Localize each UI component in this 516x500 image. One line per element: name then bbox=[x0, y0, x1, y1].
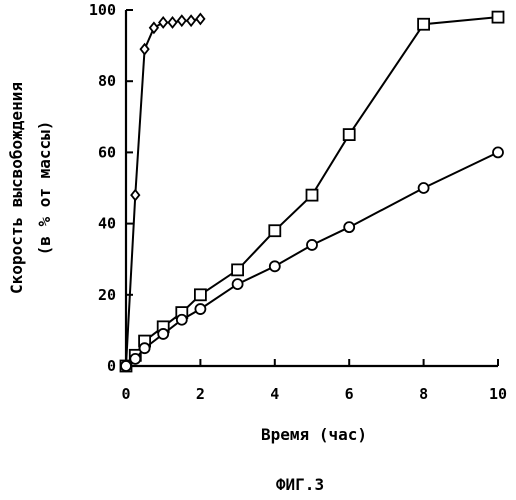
data-point-diamond bbox=[178, 16, 186, 26]
data-point-square bbox=[344, 129, 355, 140]
data-point-square bbox=[195, 289, 206, 300]
series-circle bbox=[121, 147, 503, 371]
data-point-diamond bbox=[159, 17, 167, 27]
data-point-square bbox=[493, 12, 504, 23]
data-point-circle bbox=[177, 315, 187, 325]
data-point-square bbox=[418, 19, 429, 30]
data-point-diamond bbox=[169, 17, 177, 27]
data-point-circle bbox=[270, 261, 280, 271]
data-point-diamond bbox=[187, 16, 195, 26]
data-point-circle bbox=[493, 147, 503, 157]
x-tick-label: 2 bbox=[196, 385, 205, 403]
y-tick-label: 60 bbox=[98, 143, 116, 161]
data-point-circle bbox=[158, 329, 168, 339]
y-tick-label: 40 bbox=[98, 215, 116, 233]
data-point-diamond bbox=[131, 190, 139, 200]
x-tick-label: 4 bbox=[270, 385, 279, 403]
y-axis-label-line-2: (в % от массы) bbox=[35, 121, 54, 256]
data-point-square bbox=[307, 190, 318, 201]
figure-caption: ФИГ.3 bbox=[276, 475, 324, 494]
y-axis-label-line-1: Скорость высвобождения bbox=[7, 82, 26, 294]
data-point-square bbox=[232, 264, 243, 275]
x-tick-label: 10 bbox=[489, 385, 507, 403]
data-point-circle bbox=[121, 361, 131, 371]
data-point-diamond bbox=[150, 23, 158, 33]
x-tick-label: 8 bbox=[419, 385, 428, 403]
data-point-circle bbox=[307, 240, 317, 250]
y-tick-label: 100 bbox=[89, 1, 116, 19]
series-line-circle bbox=[126, 152, 498, 366]
chart-series bbox=[121, 12, 504, 372]
data-point-circle bbox=[419, 183, 429, 193]
data-point-circle bbox=[233, 279, 243, 289]
x-tick-label: 6 bbox=[345, 385, 354, 403]
y-tick-label: 20 bbox=[98, 286, 116, 304]
series-diamond bbox=[122, 14, 204, 371]
data-point-diamond bbox=[196, 14, 204, 24]
data-point-circle bbox=[344, 222, 354, 232]
x-tick-label: 0 bbox=[121, 385, 130, 403]
data-point-circle bbox=[130, 354, 140, 364]
data-point-circle bbox=[195, 304, 205, 314]
y-tick-label: 0 bbox=[107, 357, 116, 375]
data-point-diamond bbox=[141, 44, 149, 54]
data-point-square bbox=[269, 225, 280, 236]
data-point-circle bbox=[140, 343, 150, 353]
y-tick-label: 80 bbox=[98, 72, 116, 90]
x-axis-label: Время (час) bbox=[261, 425, 367, 444]
